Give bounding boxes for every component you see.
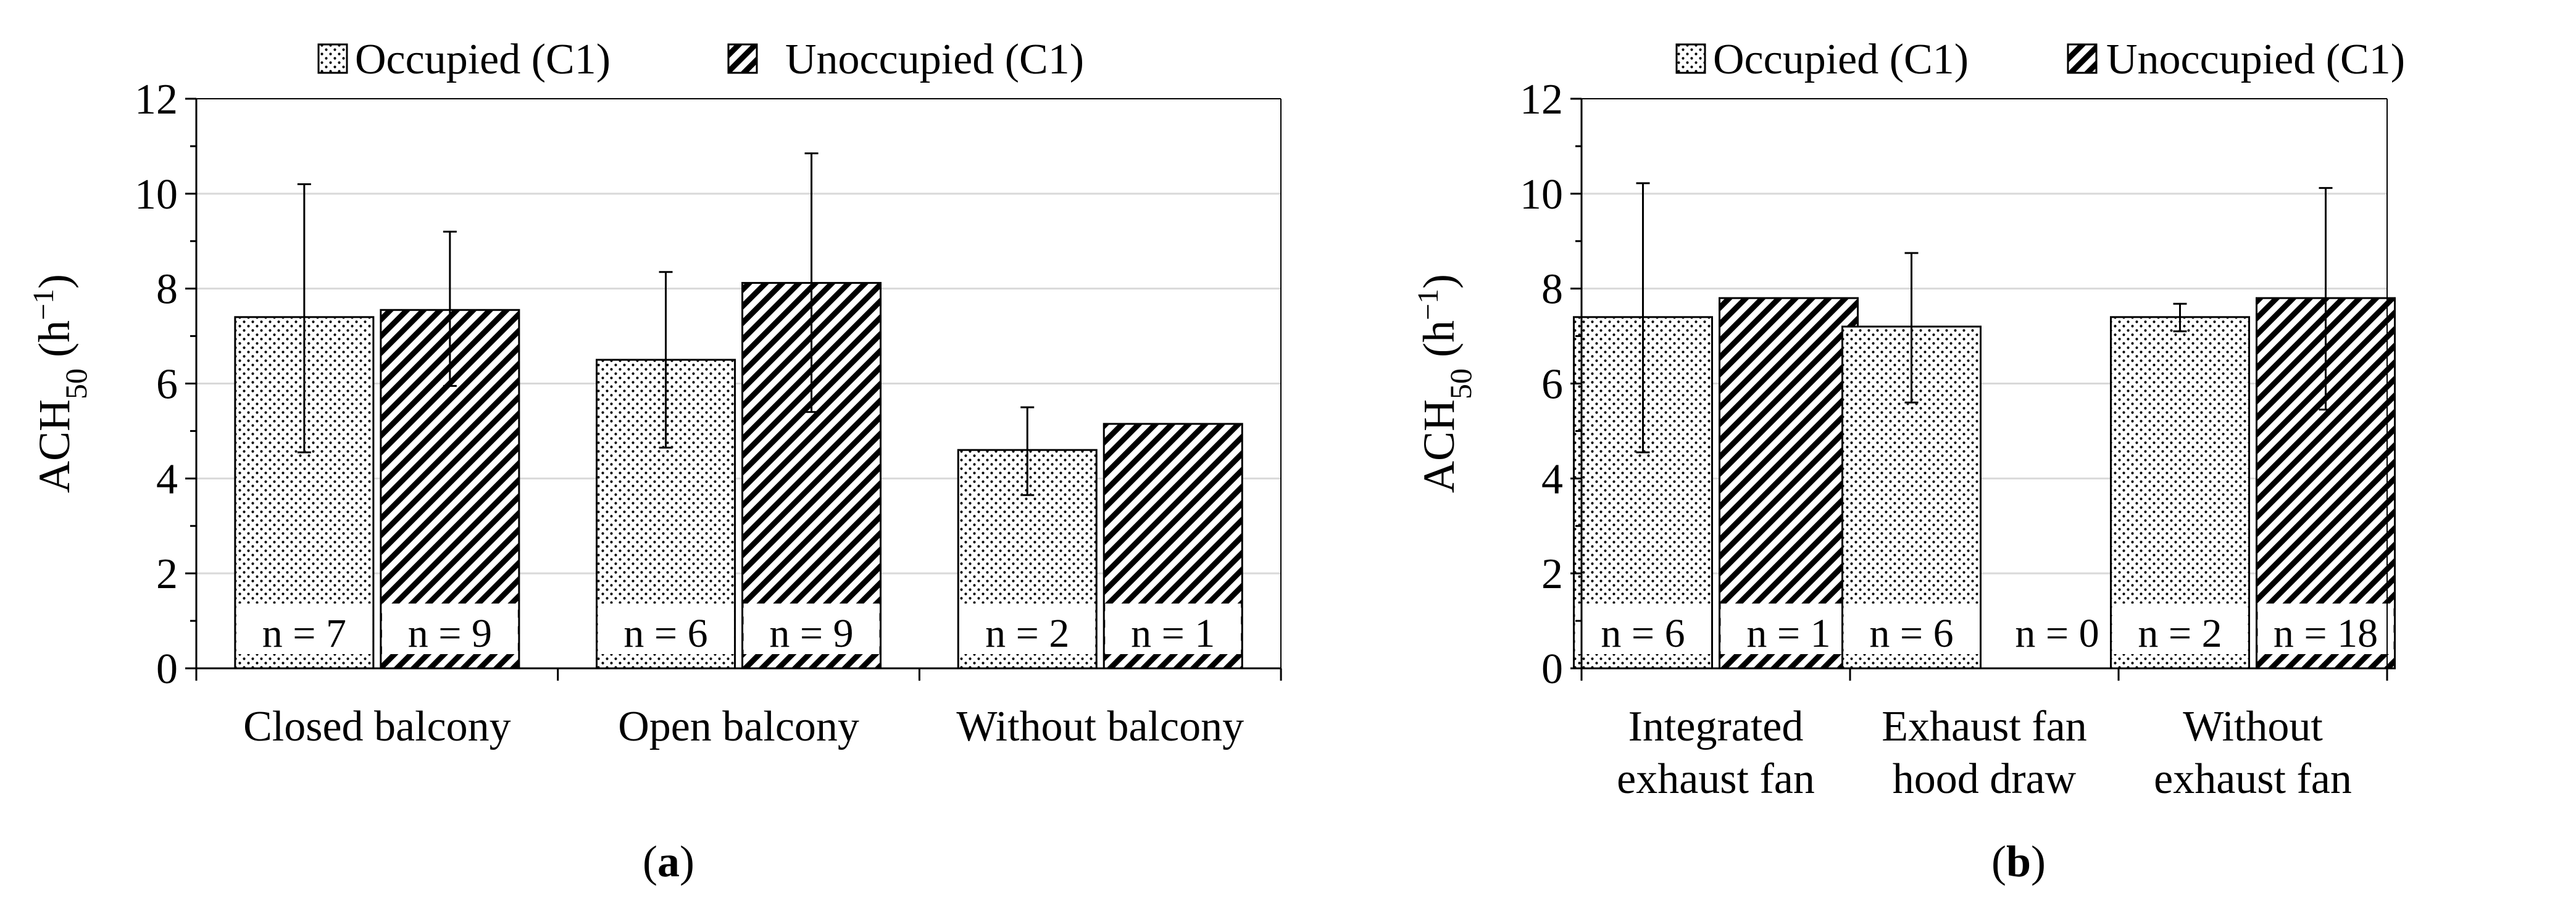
legend-label-occupied: Occupied (C1) xyxy=(1713,36,1969,83)
panel-label-b: (b) xyxy=(1991,837,2046,886)
y-tick-label-6: 6 xyxy=(1541,361,1563,409)
y-tick-label-12: 12 xyxy=(1520,76,1563,123)
y-tick-labels: 0 2 4 6 8 10 12 xyxy=(135,76,178,693)
panel-label-a: (a) xyxy=(643,837,694,886)
y-tick-label-12: 12 xyxy=(135,76,178,123)
n-label-unoccupied-c1-integrated-exhaust-fan: n = 1 xyxy=(1746,611,1830,656)
y-tick-label-4: 4 xyxy=(1541,455,1563,503)
x-tick-label-exhaust-fan: exhaust fan xyxy=(1617,755,1815,803)
y-tick-label-2: 2 xyxy=(156,550,178,598)
legend-swatch-unoccupied xyxy=(2067,43,2098,74)
n-label-occupied-c1-integrated-exhaust-fan: n = 6 xyxy=(1601,611,1685,656)
n-label-unoccupied-c1-without-exhaust-fan: n = 18 xyxy=(2274,611,2378,656)
n-label-background xyxy=(1843,604,1980,654)
y-tick-label-0: 0 xyxy=(156,645,178,693)
n-label-occupied-c1-without-balcony: n = 2 xyxy=(985,611,1069,656)
x-tick-label-hood-draw: hood draw xyxy=(1893,755,2077,803)
x-tick-label-without: Without xyxy=(2183,703,2323,750)
n-label-occupied-c1-without-exhaust-fan: n = 2 xyxy=(2138,611,2222,656)
y-tick-labels: 0 2 4 6 8 10 12 xyxy=(1520,76,1563,693)
n-label-background xyxy=(236,604,372,654)
gridlines xyxy=(196,193,1281,575)
n-label-background xyxy=(2257,604,2394,654)
y-tick-label-4: 4 xyxy=(156,455,178,503)
n-label-occupied-c1-open-balcony: n = 6 xyxy=(623,611,707,656)
x-tick-label-without-balcony: Without balcony xyxy=(956,703,1244,750)
n-label-occupied-c1-exhaust-fan-hood-draw: n = 6 xyxy=(1869,611,1953,656)
x-tick-label-exhaust-fan: Exhaust fan xyxy=(1882,703,2086,750)
n-label-occupied-c1-closed-balcony: n = 7 xyxy=(262,611,346,656)
legend: Occupied (C1) Unoccupied (C1) xyxy=(317,36,1084,83)
gridlines xyxy=(1582,193,2387,575)
y-tick-label-6: 6 xyxy=(156,361,178,409)
legend-label-unoccupied: Unoccupied (C1) xyxy=(2106,36,2405,83)
bars: n = 7 n = 9 n = 6 n = 9 n = 2 n = 1 xyxy=(234,152,1243,670)
y-tick-label-8: 8 xyxy=(1541,266,1563,313)
x-tick-labels: Integrated exhaust fan Exhaust fan hood dra… xyxy=(1617,703,2352,803)
n-label-unoccupied-c1-without-balcony: n = 1 xyxy=(1131,611,1215,656)
n-label-background xyxy=(1105,604,1241,654)
y-tick-label-8: 8 xyxy=(156,266,178,313)
axes xyxy=(1570,98,2388,681)
n-label-background xyxy=(381,604,518,654)
y-axis-label: ACH50 (h−1) xyxy=(1412,274,1478,493)
n-label-unoccupied-c1-exhaust-fan-hood-draw: n = 0 xyxy=(2015,611,2099,656)
legend: Occupied (C1) Unoccupied (C1) xyxy=(1675,36,2405,83)
x-tick-label-closed-balcony: Closed balcony xyxy=(243,703,511,750)
y-axis-label: ACH50 (h−1) xyxy=(27,274,94,493)
bars: n = 6 n = 1 n = 6 n = 0 n = 2 n = 18 xyxy=(1573,182,2396,670)
legend-label-unoccupied: Unoccupied (C1) xyxy=(785,36,1084,83)
n-label-background xyxy=(959,604,1096,654)
y-tick-label-10: 10 xyxy=(135,171,178,218)
n-label-unoccupied-c1-closed-balcony: n = 9 xyxy=(408,611,492,656)
x-tick-label-integrated: Integrated xyxy=(1628,703,1804,750)
legend-swatch-unoccupied xyxy=(727,43,758,74)
n-label-unoccupied-c1-open-balcony: n = 9 xyxy=(769,611,853,656)
chart-panel-b: Occupied (C1) Unoccupied (C1) n = 6 n = 1… xyxy=(1412,36,2406,886)
legend-swatch-occupied xyxy=(1675,43,1706,74)
y-tick-label-10: 10 xyxy=(1520,171,1563,218)
x-tick-label-open-balcony: Open balcony xyxy=(618,703,859,750)
n-label-background xyxy=(1720,604,1857,654)
y-tick-label-2: 2 xyxy=(1541,550,1563,598)
chart-panel-a: Occupied (C1) Unoccupied (C1) n = 7 n = 9… xyxy=(27,36,1282,886)
n-label-background xyxy=(743,604,880,654)
n-label-background xyxy=(598,604,734,654)
legend-swatch-occupied xyxy=(317,43,348,74)
legend-label-occupied: Occupied (C1) xyxy=(355,36,611,83)
x-tick-labels: Closed balcony Open balcony Without balcon… xyxy=(243,703,1244,750)
y-tick-label-0: 0 xyxy=(1541,645,1563,693)
n-label-background xyxy=(2112,604,2248,654)
axes xyxy=(185,98,1282,681)
n-label-background xyxy=(1575,604,1711,654)
x-tick-label-exhaust-fan: exhaust fan xyxy=(2154,755,2352,803)
